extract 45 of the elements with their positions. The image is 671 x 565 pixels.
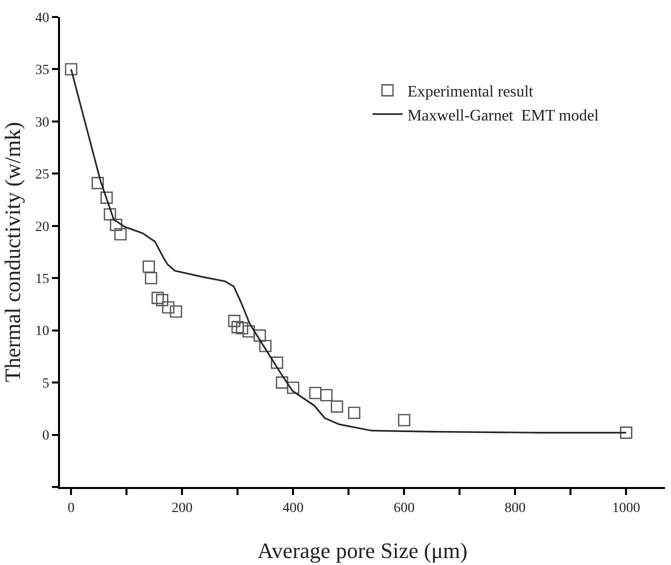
point bbox=[142, 260, 155, 273]
point bbox=[270, 356, 284, 369]
point bbox=[144, 272, 158, 284]
point bbox=[110, 218, 122, 231]
point bbox=[276, 376, 288, 389]
x-tick-label: 1000 bbox=[612, 500, 640, 516]
point bbox=[330, 400, 344, 413]
x-tick-label: 200 bbox=[172, 500, 193, 516]
point bbox=[348, 406, 360, 419]
y-tick-label: 25 bbox=[35, 168, 50, 183]
point bbox=[231, 321, 244, 334]
point bbox=[286, 382, 300, 394]
point bbox=[156, 294, 168, 306]
x-tick-label: 600 bbox=[394, 500, 415, 516]
y-tick-label: 10 bbox=[35, 324, 50, 340]
x-tick-label: 0 bbox=[68, 500, 75, 516]
point bbox=[114, 228, 127, 240]
point bbox=[320, 388, 333, 402]
point bbox=[152, 292, 164, 304]
y-tick-label: 5 bbox=[42, 376, 50, 392]
y-tick-label: 0 bbox=[42, 428, 50, 444]
point bbox=[620, 426, 632, 439]
y-tick-label: 35 bbox=[35, 63, 50, 78]
y-tick-label: 40 bbox=[35, 10, 50, 26]
point bbox=[162, 301, 174, 314]
x-axis-title: Average pore Size (μm) bbox=[258, 538, 468, 564]
point bbox=[309, 386, 322, 400]
point bbox=[236, 322, 248, 334]
legend-label: Maxwell-Garnet EMT model bbox=[408, 107, 600, 124]
y-tick-label: 30 bbox=[35, 115, 50, 130]
point bbox=[92, 176, 104, 190]
y-axis-title: Thermal conductivity (w/mk) bbox=[0, 122, 25, 382]
y-tick-label: 20 bbox=[35, 220, 50, 235]
y-tick-label: 15 bbox=[35, 272, 50, 288]
x-tick-label: 800 bbox=[504, 500, 526, 516]
point bbox=[254, 329, 266, 342]
point bbox=[64, 63, 78, 76]
point bbox=[228, 314, 240, 328]
point bbox=[259, 340, 272, 352]
point bbox=[170, 305, 182, 318]
legend-label: Experimental result bbox=[408, 84, 534, 101]
point bbox=[104, 208, 116, 221]
point bbox=[398, 414, 410, 426]
x-tick-label: 400 bbox=[282, 500, 304, 516]
point bbox=[100, 192, 113, 204]
